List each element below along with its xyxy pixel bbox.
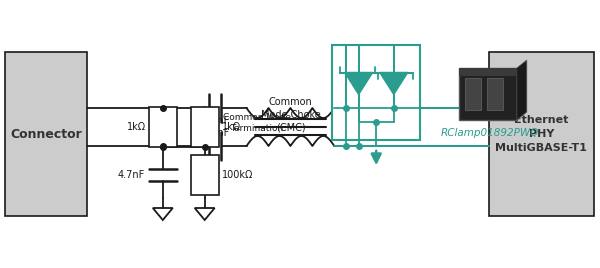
Polygon shape: [517, 60, 527, 120]
Text: 1kΩ: 1kΩ: [221, 122, 241, 132]
Bar: [5, 52, 87, 216]
Text: 1kΩ: 1kΩ: [127, 122, 146, 132]
Bar: [465, 78, 481, 110]
Bar: [149, 107, 177, 147]
Polygon shape: [380, 73, 408, 95]
Bar: [459, 68, 517, 120]
Bar: [191, 107, 218, 147]
Bar: [191, 155, 218, 195]
Text: Ethernet
PHY
MultiGBASE-T1: Ethernet PHY MultiGBASE-T1: [496, 115, 587, 153]
Bar: [489, 52, 593, 216]
Text: Common Mode
Termination: Common Mode Termination: [223, 113, 290, 133]
Text: Connector: Connector: [10, 128, 82, 140]
Text: RClamp01892PWQ: RClamp01892PWQ: [441, 128, 539, 138]
Bar: [459, 68, 517, 76]
Text: 4.7nF: 4.7nF: [118, 170, 145, 180]
Text: Common
Mode Choke
(CMC): Common Mode Choke (CMC): [260, 97, 320, 132]
Text: 100nF: 100nF: [200, 128, 230, 138]
Polygon shape: [345, 73, 373, 95]
Bar: [487, 78, 503, 110]
Text: 100kΩ: 100kΩ: [221, 170, 253, 180]
Text: 100nF: 100nF: [200, 116, 230, 126]
Bar: [332, 45, 420, 140]
